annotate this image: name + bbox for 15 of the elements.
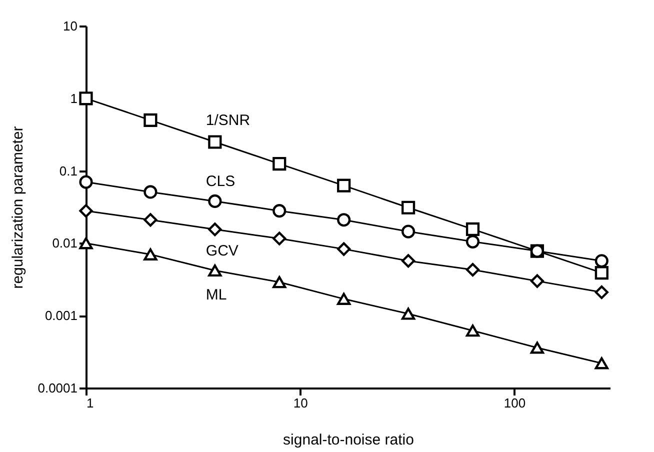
y-tick-label: 0.1 — [59, 163, 78, 178]
series-label: ML — [206, 286, 227, 304]
y-tick-label: 10 — [63, 18, 78, 34]
series-label: 1/SNR — [206, 112, 250, 129]
series-label: CLS — [206, 173, 236, 190]
x-tick-label: 10 — [293, 396, 308, 410]
x-axis-title: signal-to-noise ratio — [283, 432, 414, 448]
y-axis-title: regularization parameter — [10, 126, 27, 289]
y-tick-label: 0.01 — [52, 236, 78, 251]
y-tick-label: 0.0001 — [38, 380, 78, 396]
series-label: GCV — [206, 242, 238, 260]
x-tick-label: 100 — [504, 396, 526, 410]
y-tick-label: 0.001 — [44, 308, 78, 324]
y-tick-label: 1 — [70, 90, 78, 106]
x-tick-label: 1 — [86, 396, 94, 410]
